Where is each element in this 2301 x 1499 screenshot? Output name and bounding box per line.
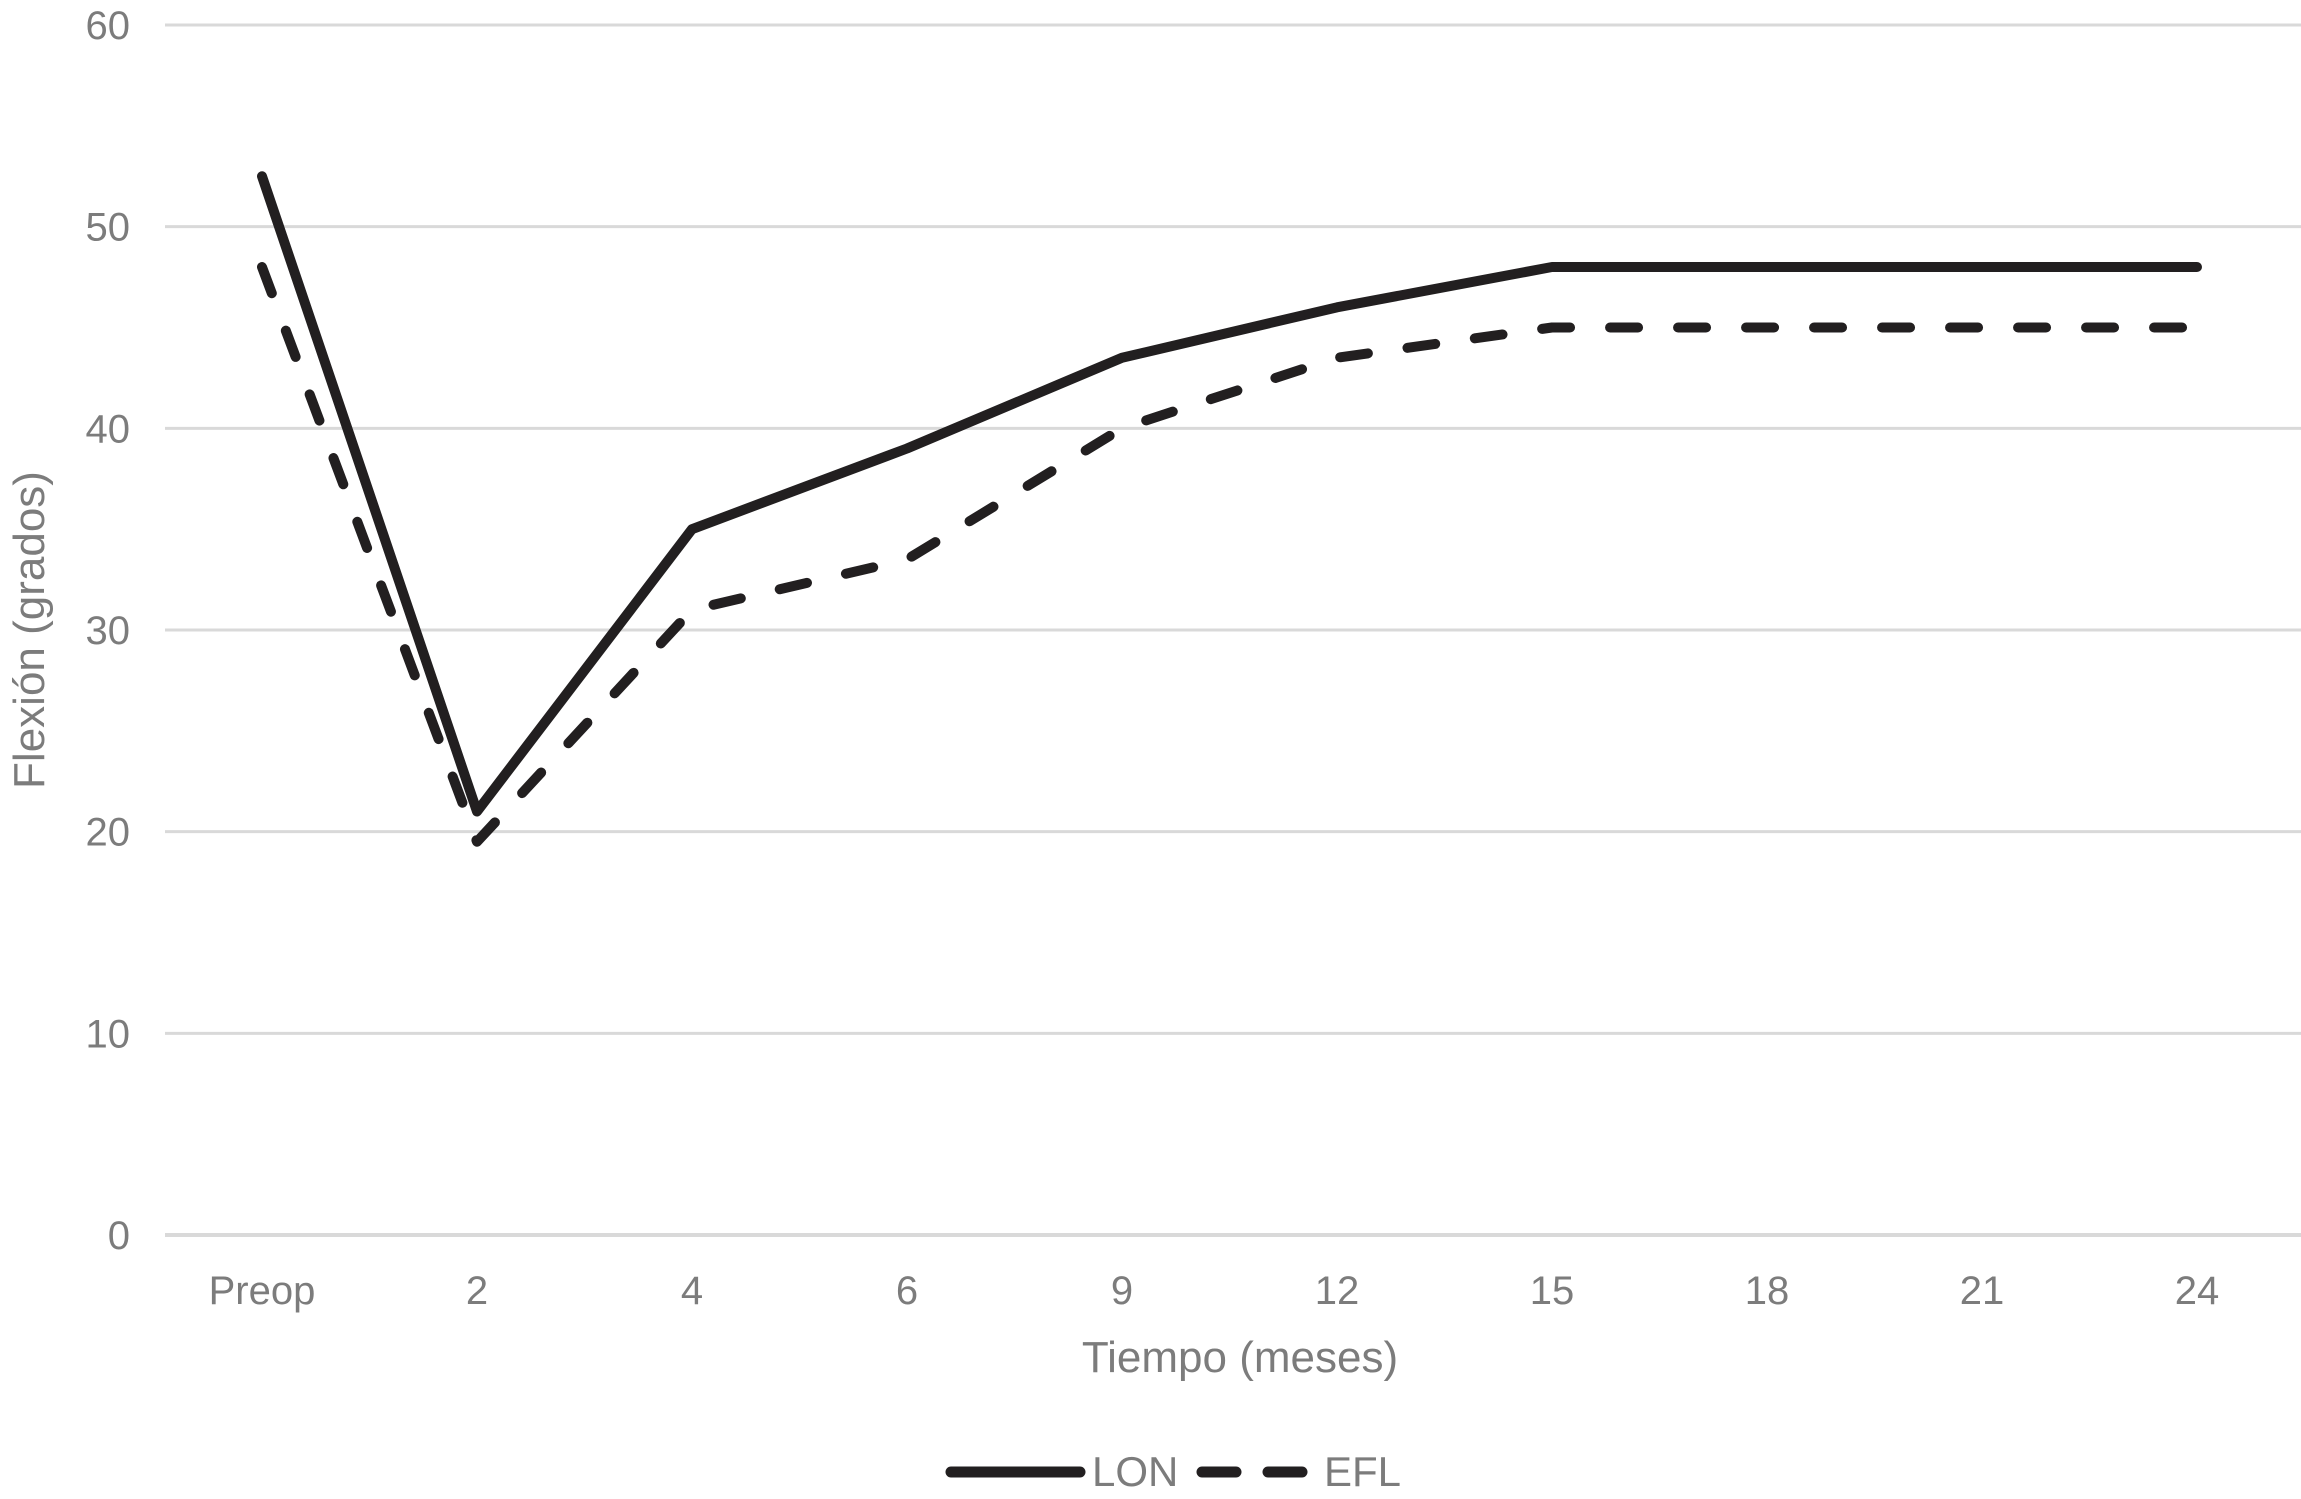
y-tick-label-20: 20 (86, 811, 131, 855)
series-line-efl (257, 261, 2202, 847)
x-tick-label-21: 21 (1960, 1269, 2005, 1313)
y-tick-label-0: 0 (108, 1214, 130, 1258)
y-tick-label-50: 50 (86, 206, 131, 250)
legend-label-lon: LON (1092, 1448, 1178, 1495)
x-tick-label-12: 12 (1315, 1269, 1360, 1313)
x-axis-tick-labels: Preop 2 4 6 9 12 15 18 21 24 (209, 1269, 2220, 1313)
x-tick-label-15: 15 (1530, 1269, 1575, 1313)
x-axis-title: Tiempo (meses) (1082, 1333, 1398, 1382)
x-tick-label-6: 6 (896, 1269, 918, 1313)
legend: LON EFL (945, 1448, 1401, 1495)
x-tick-label-preop: Preop (209, 1269, 316, 1313)
y-tick-label-40: 40 (86, 407, 131, 451)
y-tick-label-30: 30 (86, 609, 131, 653)
x-tick-label-4: 4 (681, 1269, 703, 1313)
x-tick-label-18: 18 (1745, 1269, 1790, 1313)
series-line-lon (257, 171, 2202, 817)
gridlines (165, 23, 2301, 1237)
x-tick-label-2: 2 (466, 1269, 488, 1313)
y-tick-label-60: 60 (86, 4, 131, 48)
series-lines (257, 171, 2202, 847)
y-axis-tick-labels: 0 10 20 30 40 50 60 (86, 4, 131, 1258)
y-tick-label-10: 10 (86, 1012, 131, 1056)
y-axis-title: Flexión (grados) (5, 471, 54, 789)
legend-label-efl: EFL (1324, 1448, 1401, 1495)
x-tick-label-24: 24 (2175, 1269, 2220, 1313)
x-tick-label-9: 9 (1111, 1269, 1133, 1313)
